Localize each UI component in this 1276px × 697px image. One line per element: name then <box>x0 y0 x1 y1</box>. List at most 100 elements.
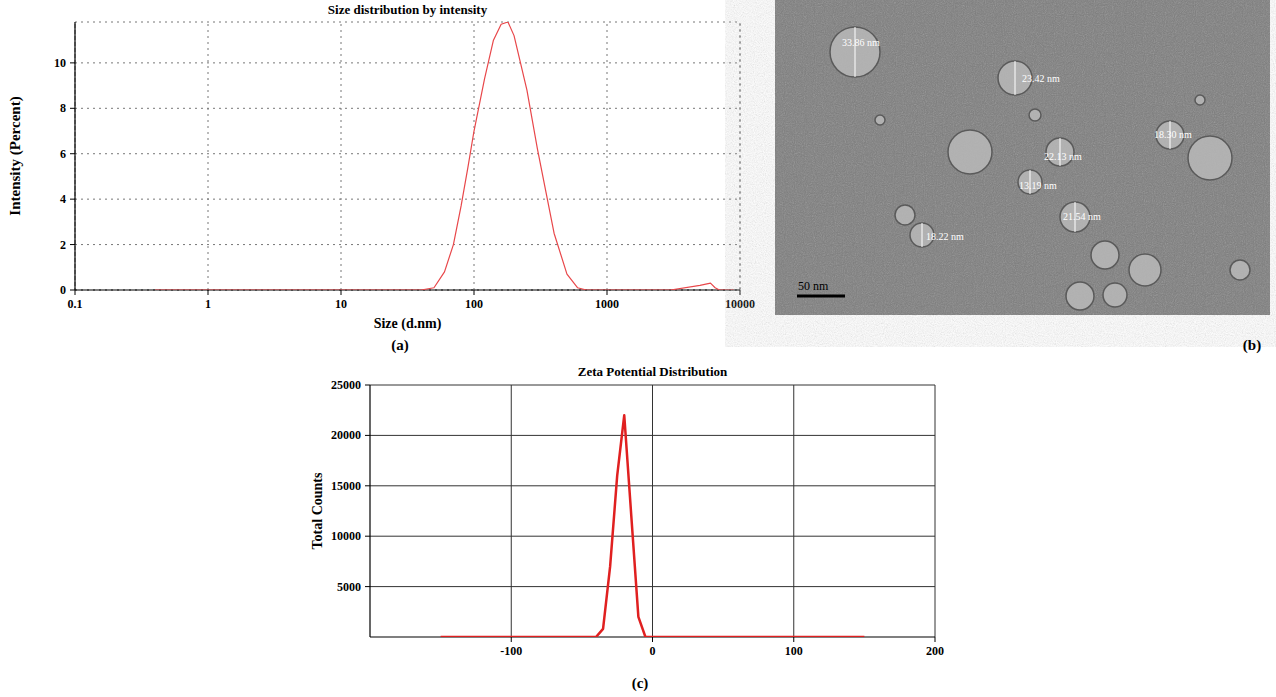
y-tick <box>70 244 75 245</box>
particle <box>1129 254 1161 286</box>
particle <box>830 27 880 77</box>
x-tick <box>474 290 475 295</box>
particle <box>948 130 992 174</box>
y-tick-label: 25000 <box>331 378 361 392</box>
data-group <box>155 22 734 290</box>
y-tick-label: 8 <box>60 101 66 115</box>
panel-label: (b) <box>1243 337 1261 354</box>
particle <box>1029 109 1041 121</box>
grid-line <box>474 22 475 290</box>
grid-line <box>370 435 935 436</box>
y-tick-label: 5000 <box>337 580 361 594</box>
measure-line <box>855 27 856 77</box>
data-line <box>441 415 865 637</box>
grid-line <box>75 22 76 290</box>
x-tick <box>607 290 608 295</box>
data-group <box>441 415 865 637</box>
y-axis <box>74 22 75 290</box>
x-tick <box>740 290 741 295</box>
x-tick-label: 1000 <box>595 297 619 311</box>
grid-line <box>511 385 512 637</box>
y-tick <box>365 536 370 537</box>
measurement-label: 18.30 nm <box>1154 129 1192 140</box>
particle <box>875 115 885 125</box>
grid-line <box>75 199 740 200</box>
grid-line <box>370 485 935 486</box>
x-tick-label: 10000 <box>725 297 755 311</box>
x-tick-label: 10 <box>335 297 347 311</box>
particle <box>1195 95 1205 105</box>
y-tick <box>70 199 75 200</box>
grid-line <box>793 385 794 637</box>
grid-line <box>75 244 740 245</box>
measure-line <box>922 223 923 247</box>
particle <box>895 205 915 225</box>
x-tick-label: 1 <box>205 297 211 311</box>
particle <box>1230 260 1250 280</box>
grid-line <box>370 536 935 537</box>
measurement-label: 33.86 nm <box>842 37 880 48</box>
particle <box>1188 136 1232 180</box>
measurement-label: 18.22 nm <box>926 231 964 242</box>
x-tick <box>935 637 936 642</box>
measurement-label: 23.42 nm <box>1022 73 1060 84</box>
measurement-label: 22.13 nm <box>1044 151 1082 162</box>
chart-panel: -1000100200500010000150002000025000Zeta … <box>310 364 944 692</box>
y-tick <box>70 62 75 63</box>
tem-image: 33.86 nm 23.42 nm 18.30 nm 22.13 nm 13.19 nm… <box>775 0 1270 315</box>
particle <box>1066 282 1094 310</box>
x-tick <box>75 290 76 295</box>
y-tick <box>365 385 370 386</box>
panel-label: (c) <box>632 675 649 692</box>
particle <box>1103 283 1127 307</box>
y-tick-label: 10000 <box>331 529 361 543</box>
grid-line <box>75 62 740 63</box>
y-tick-label: 6 <box>60 147 66 161</box>
panel-label: (a) <box>391 337 409 354</box>
x-tick <box>652 637 653 642</box>
grid-line <box>75 153 740 154</box>
x-tick <box>341 290 342 295</box>
grid <box>75 22 740 290</box>
y-tick-label: 15000 <box>331 479 361 493</box>
particle <box>1091 241 1119 269</box>
measure-line <box>1015 61 1016 95</box>
tem-background <box>775 0 1270 315</box>
chart-panel: 0.11101001000100000246810Size distributi… <box>7 2 755 354</box>
grid-line <box>652 385 653 637</box>
y-tick-label: 4 <box>60 192 66 206</box>
chart-title: Size distribution by intensity <box>328 2 488 17</box>
x-tick-label: 200 <box>926 644 944 658</box>
figure: 0.11101001000100000246810Size distributi… <box>0 0 1276 697</box>
y-tick <box>365 586 370 587</box>
y-tick <box>70 153 75 154</box>
y-axis-title: Total Counts <box>310 472 325 549</box>
x-tick-label: 100 <box>785 644 803 658</box>
grid-line <box>75 108 740 109</box>
measurement-label: 13.19 nm <box>1019 180 1057 191</box>
x-tick-label: 100 <box>465 297 483 311</box>
grid-line <box>607 22 608 290</box>
plot-frame <box>75 22 740 290</box>
x-tick-label: 0 <box>650 644 656 658</box>
y-axis <box>369 385 370 637</box>
x-tick <box>208 290 209 295</box>
y-tick <box>70 290 75 291</box>
y-tick <box>70 108 75 109</box>
y-tick-label: 20000 <box>331 428 361 442</box>
x-tick-label: -100 <box>500 644 522 658</box>
data-line <box>155 22 734 290</box>
x-tick-label: 0.1 <box>68 297 83 311</box>
y-tick <box>365 485 370 486</box>
x-tick <box>511 637 512 642</box>
x-axis-title: Size (d.nm) <box>374 316 442 332</box>
tem-texture <box>775 0 1270 315</box>
grid-line <box>208 22 209 290</box>
x-tick <box>793 637 794 642</box>
y-tick-label: 0 <box>60 283 66 297</box>
scale-bar <box>797 295 845 298</box>
grid-line <box>370 586 935 587</box>
scale-bar-label: 50 nm <box>798 279 829 293</box>
grid-line <box>935 385 936 637</box>
grid-line <box>341 22 342 290</box>
